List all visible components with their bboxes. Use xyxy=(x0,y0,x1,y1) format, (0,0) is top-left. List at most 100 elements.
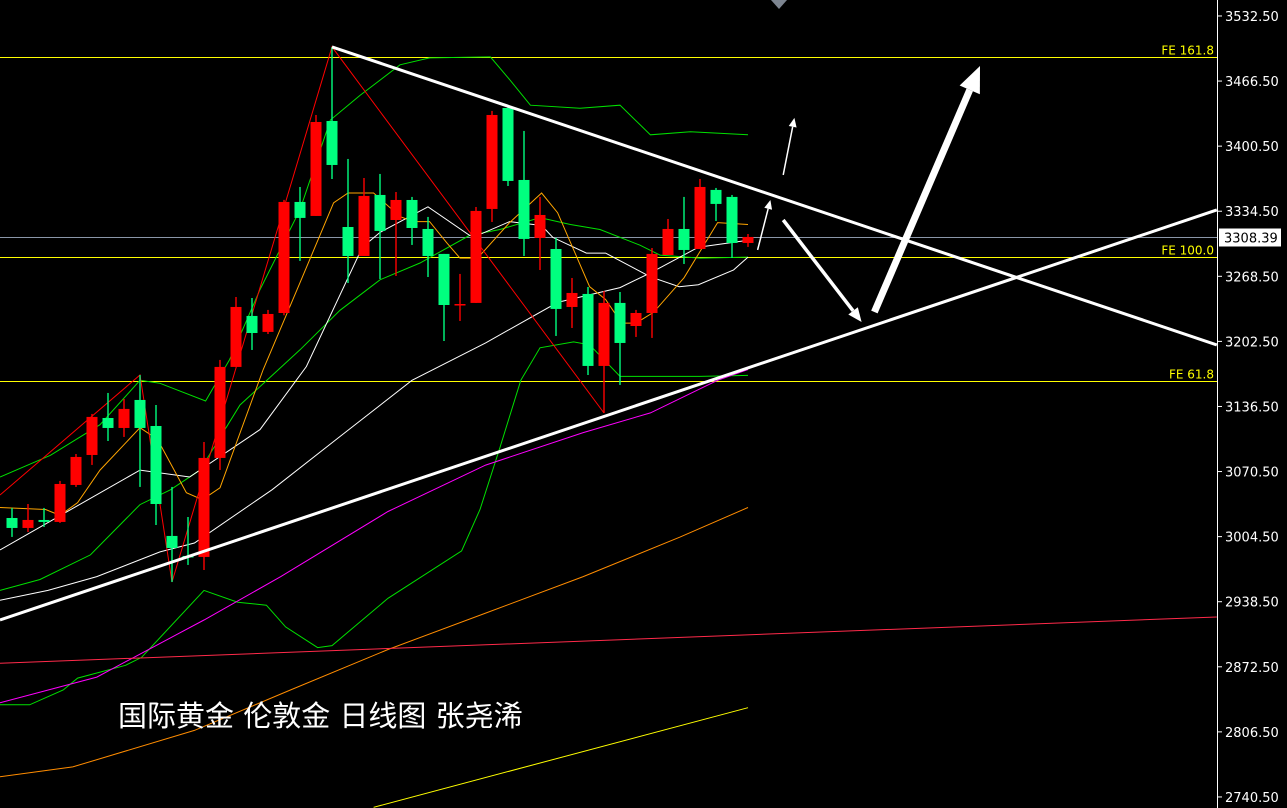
bearish-candle xyxy=(326,46,338,179)
candle-body xyxy=(550,248,562,309)
axis-tick-label: 3334.50 xyxy=(1225,205,1279,220)
fibo-level-label: FE 100.0 xyxy=(1161,244,1214,258)
chart-caption: 国际黄金 伦敦金 日线图 张尧浠 xyxy=(118,699,523,733)
axis-tick-label: 3466.50 xyxy=(1225,75,1279,90)
trendline[interactable] xyxy=(331,45,1218,347)
candle-body xyxy=(230,306,242,367)
bullish-candle xyxy=(118,398,130,437)
price-axis[interactable]: 3532.50 3466.50 3400.50 3334.50 3268.50 3202.… xyxy=(1217,10,1279,806)
bullish-candle xyxy=(566,277,578,328)
indicator-line xyxy=(0,369,749,704)
bearish-candle xyxy=(726,194,738,258)
indicator-line xyxy=(373,707,749,808)
axis-tick-label: 3004.50 xyxy=(1225,531,1279,546)
candle-body xyxy=(582,293,594,366)
candle-body xyxy=(358,195,370,256)
bullish-candle xyxy=(214,359,226,470)
candle-body xyxy=(294,201,306,218)
candle-body xyxy=(86,416,98,455)
bearish-candle xyxy=(374,173,386,279)
bullish-candle xyxy=(278,199,290,316)
candle-body xyxy=(374,194,386,231)
axis-tick-label: 2872.50 xyxy=(1225,661,1279,676)
bullish-candle xyxy=(694,178,706,249)
bullish-candle xyxy=(470,206,482,303)
bullish-candle xyxy=(534,196,546,270)
axis-tick-label: 3400.50 xyxy=(1225,140,1279,155)
bearish-candle xyxy=(134,375,146,487)
trendline[interactable] xyxy=(0,208,1218,622)
bearish-candle xyxy=(246,297,258,350)
candle-body xyxy=(118,408,130,428)
candle-body xyxy=(38,519,50,522)
candle-body xyxy=(454,304,466,306)
bearish-candle xyxy=(406,196,418,245)
bearish-candle xyxy=(678,196,690,264)
bearish-candle xyxy=(710,187,722,221)
bullish-candle xyxy=(22,503,34,532)
candle-body xyxy=(694,186,706,249)
bullish-candle xyxy=(390,191,402,277)
candle-body xyxy=(646,253,658,313)
candle-body xyxy=(390,199,402,220)
bullish-candle xyxy=(742,233,754,247)
zigzag-line xyxy=(0,45,605,583)
candle-body xyxy=(150,425,162,504)
forecast-arrow xyxy=(756,199,773,251)
current-price-box xyxy=(1219,228,1281,247)
candle-body xyxy=(246,315,258,334)
axis-tick-label: 3268.50 xyxy=(1225,270,1279,285)
indicator-line xyxy=(0,616,1217,664)
axis-tick-label: 3136.50 xyxy=(1225,400,1279,415)
axis-tick-label: 2938.50 xyxy=(1225,596,1279,611)
indicator-line xyxy=(0,341,749,706)
arrow-head-icon xyxy=(848,307,862,322)
bearish-candle xyxy=(150,404,162,525)
indicator-line xyxy=(0,507,749,778)
bullish-candle xyxy=(54,480,66,523)
candles xyxy=(6,46,754,582)
candle-body xyxy=(22,519,34,528)
bearish-candle xyxy=(582,286,594,376)
candle-body xyxy=(326,120,338,165)
bearish-candle xyxy=(422,216,434,277)
candle-body xyxy=(278,201,290,313)
arrow-shaft xyxy=(756,208,769,251)
candle-body xyxy=(310,121,322,216)
fibo-levels: FE 161.8 FE 100.0 FE 61.8 xyxy=(0,44,1217,382)
candle-body xyxy=(726,196,738,243)
bullish-candle xyxy=(454,273,466,321)
candle-body xyxy=(518,179,530,239)
bullish-candle xyxy=(86,413,98,465)
bullish-candle xyxy=(310,114,322,216)
axis-tick-label: 3202.50 xyxy=(1225,335,1279,350)
arrow-shaft xyxy=(781,218,855,312)
candle-body xyxy=(214,366,226,458)
axis-tick-label: 2740.50 xyxy=(1225,791,1279,806)
candle-body xyxy=(630,312,642,327)
arrow-head-icon xyxy=(788,117,797,128)
forecast-arrow xyxy=(871,65,980,314)
axis-tick-label: 2806.50 xyxy=(1225,726,1279,741)
candle-body xyxy=(742,236,754,243)
candle-body xyxy=(470,210,482,303)
candle-body xyxy=(502,107,514,181)
bearish-candle xyxy=(6,507,18,537)
chart-shift-marker-icon[interactable] xyxy=(771,0,787,9)
candle-body xyxy=(422,228,434,256)
bearish-candle xyxy=(166,486,178,582)
trendlines[interactable] xyxy=(0,45,1218,622)
axis-tick-label: 3070.50 xyxy=(1225,466,1279,481)
bearish-candle xyxy=(102,392,114,441)
bearish-candle xyxy=(38,507,50,527)
indicator-line xyxy=(0,206,749,551)
bullish-candle xyxy=(230,297,242,367)
current-price-marker: 3308.39 xyxy=(1219,228,1281,247)
bullish-candle xyxy=(486,110,498,222)
arrow-shaft xyxy=(782,126,794,176)
candle-body xyxy=(198,457,210,557)
candle-body xyxy=(262,313,274,332)
arrow-head-icon xyxy=(764,199,773,210)
current-price-label: 3308.39 xyxy=(1224,232,1278,247)
